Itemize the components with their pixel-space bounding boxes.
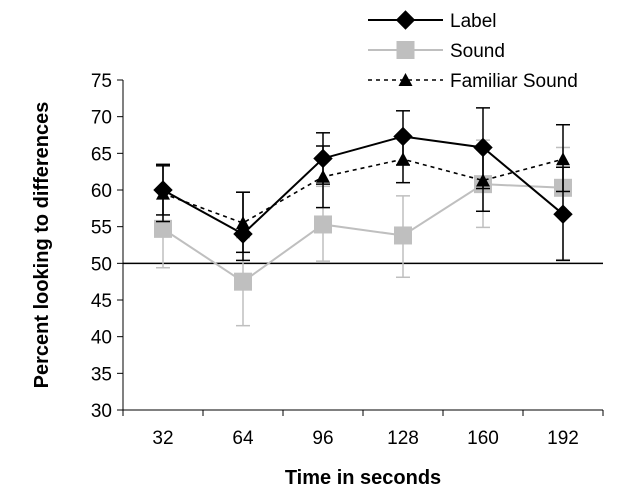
x-tick-label: 192 <box>547 428 579 449</box>
data-point <box>314 215 332 234</box>
data-point <box>393 126 413 147</box>
y-tick-label: 55 <box>91 218 112 239</box>
x-axis-title: Time in seconds <box>285 467 441 489</box>
data-point <box>394 226 412 245</box>
legend-item-label: Label <box>368 10 497 32</box>
y-tick-label: 60 <box>91 181 112 202</box>
y-tick-label: 70 <box>91 108 112 129</box>
data-point <box>473 137 493 158</box>
legend-marker <box>395 10 416 30</box>
x-tick-label: 160 <box>467 428 499 449</box>
legend-item-sound: Sound <box>368 41 505 62</box>
legend-label: Familiar Sound <box>450 71 578 92</box>
legend-label: Sound <box>450 41 505 62</box>
x-tick-label: 96 <box>312 428 333 449</box>
data-point <box>234 272 252 291</box>
legend-item-familiar-sound: Familiar Sound <box>368 71 578 92</box>
data-point <box>154 219 172 238</box>
y-tick-label: 75 <box>91 71 112 92</box>
y-tick-label: 40 <box>91 328 112 349</box>
y-tick-label: 30 <box>91 401 112 422</box>
x-tick-label: 64 <box>232 428 254 449</box>
series-line <box>162 158 564 224</box>
data-point <box>313 148 333 169</box>
data-point <box>553 204 573 224</box>
series-line <box>162 183 564 283</box>
data-point <box>153 180 173 200</box>
axes <box>117 79 604 416</box>
y-tick-label: 65 <box>91 144 112 165</box>
legend-marker <box>396 41 415 59</box>
legend-marker <box>398 73 413 86</box>
series-label <box>153 107 573 262</box>
legend-label: Label <box>450 11 497 32</box>
data-point <box>233 224 253 244</box>
series-group <box>153 107 573 327</box>
x-tick-label: 32 <box>152 428 173 449</box>
legend: Label Sound Familiar Sound <box>368 10 578 92</box>
series-familiar-sound <box>156 123 570 254</box>
series-line <box>162 135 564 236</box>
data-point <box>556 152 570 166</box>
y-tick-label: 35 <box>91 364 112 385</box>
y-axis-title: Percent looking to differences <box>31 102 53 389</box>
y-tick-label: 50 <box>91 254 112 275</box>
y-tick-label: 45 <box>91 291 112 312</box>
tick-labels: 30 35 40 45 50 55 60 65 70 75 32 64 96 128 160 192 <box>91 71 579 449</box>
x-tick-label: 128 <box>387 428 419 449</box>
